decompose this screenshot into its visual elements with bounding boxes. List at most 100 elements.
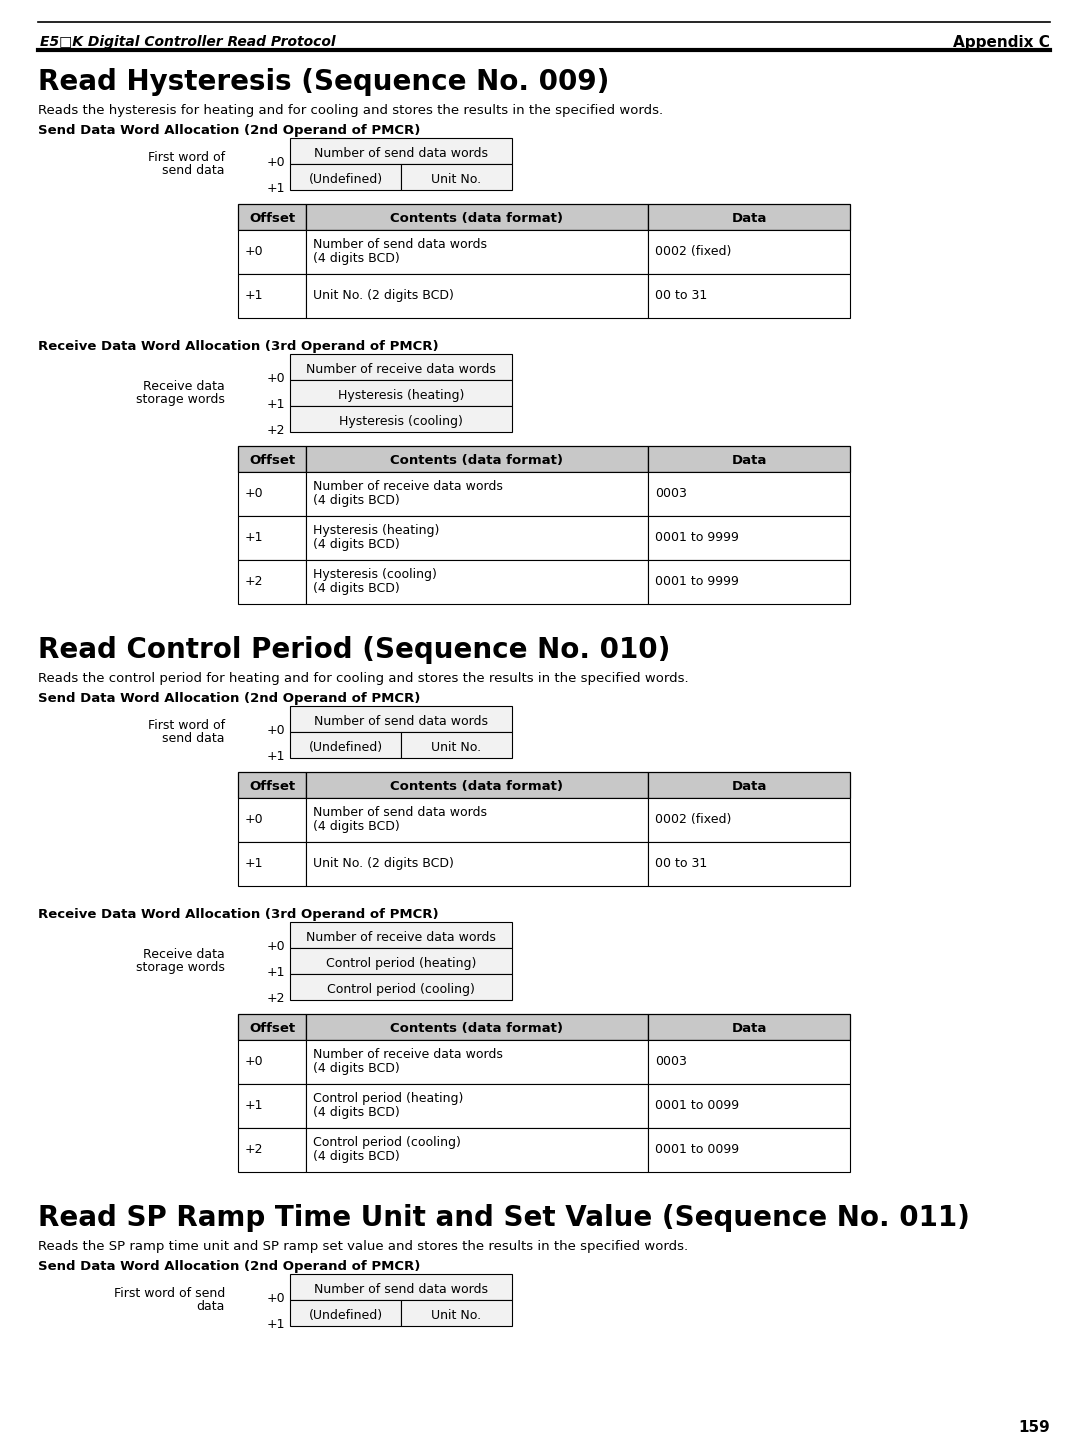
- Bar: [648, 274, 850, 319]
- Text: Number of send data words: Number of send data words: [314, 146, 488, 159]
- Bar: [401, 164, 512, 189]
- Bar: [306, 446, 648, 472]
- Bar: [238, 446, 306, 472]
- Text: +0: +0: [245, 245, 264, 258]
- Bar: [238, 1040, 306, 1083]
- Text: +1: +1: [267, 966, 285, 979]
- Text: 00 to 31: 00 to 31: [654, 288, 707, 301]
- Text: Offset: Offset: [248, 781, 295, 794]
- Bar: [238, 472, 306, 517]
- Bar: [306, 1040, 648, 1083]
- Text: Data: Data: [731, 453, 767, 466]
- Bar: [648, 1128, 850, 1172]
- Bar: [291, 406, 512, 432]
- Bar: [306, 798, 648, 842]
- Text: (4 digits BCD): (4 digits BCD): [313, 1106, 400, 1119]
- Bar: [238, 842, 306, 885]
- Text: Contents (data format): Contents (data format): [391, 781, 564, 794]
- Text: Control period (heating): Control period (heating): [313, 1092, 463, 1105]
- Text: +0: +0: [267, 1292, 285, 1304]
- Text: (4 digits BCD): (4 digits BCD): [313, 1062, 400, 1075]
- Text: Number of send data words: Number of send data words: [314, 1283, 488, 1296]
- Text: Send Data Word Allocation (2nd Operand of PMCR): Send Data Word Allocation (2nd Operand o…: [38, 692, 420, 705]
- Text: (4 digits BCD): (4 digits BCD): [313, 583, 400, 596]
- Bar: [648, 1083, 850, 1128]
- Bar: [291, 354, 512, 380]
- Text: 0001 to 9999: 0001 to 9999: [654, 575, 739, 588]
- Text: +2: +2: [267, 423, 285, 438]
- Text: +0: +0: [267, 372, 285, 385]
- Text: +1: +1: [245, 288, 264, 301]
- Text: Contents (data format): Contents (data format): [391, 212, 564, 225]
- Bar: [648, 204, 850, 230]
- Text: Receive Data Word Allocation (3rd Operand of PMCR): Receive Data Word Allocation (3rd Operan…: [38, 340, 438, 353]
- Bar: [306, 230, 648, 274]
- Text: Unit No. (2 digits BCD): Unit No. (2 digits BCD): [313, 857, 454, 870]
- Text: Number of receive data words: Number of receive data words: [306, 363, 496, 376]
- Text: Receive Data Word Allocation (3rd Operand of PMCR): Receive Data Word Allocation (3rd Operan…: [38, 908, 438, 921]
- Bar: [648, 517, 850, 560]
- Bar: [648, 798, 850, 842]
- Text: +0: +0: [267, 725, 285, 738]
- Text: Hysteresis (cooling): Hysteresis (cooling): [313, 568, 437, 581]
- Bar: [238, 274, 306, 319]
- Bar: [306, 1128, 648, 1172]
- Bar: [306, 560, 648, 604]
- Bar: [648, 230, 850, 274]
- Text: Number of send data words: Number of send data words: [313, 806, 487, 819]
- Bar: [306, 772, 648, 798]
- Text: Read Control Period (Sequence No. 010): Read Control Period (Sequence No. 010): [38, 636, 671, 664]
- Text: +1: +1: [245, 1099, 264, 1112]
- Text: 0002 (fixed): 0002 (fixed): [654, 245, 731, 258]
- Bar: [401, 732, 512, 758]
- Bar: [238, 1015, 306, 1040]
- Text: 159: 159: [1018, 1421, 1050, 1435]
- Bar: [306, 517, 648, 560]
- Bar: [291, 1300, 401, 1326]
- Text: +1: +1: [267, 182, 285, 195]
- Bar: [238, 230, 306, 274]
- Bar: [291, 949, 512, 974]
- Bar: [648, 560, 850, 604]
- Text: (Undefined): (Undefined): [309, 1309, 382, 1322]
- Text: Contents (data format): Contents (data format): [391, 453, 564, 466]
- Bar: [238, 798, 306, 842]
- Text: Send Data Word Allocation (2nd Operand of PMCR): Send Data Word Allocation (2nd Operand o…: [38, 123, 420, 136]
- Bar: [291, 380, 512, 406]
- Text: First word of send: First word of send: [113, 1287, 225, 1300]
- Text: Hysteresis (cooling): Hysteresis (cooling): [339, 415, 463, 428]
- Text: 0001 to 0099: 0001 to 0099: [654, 1099, 739, 1112]
- Text: +0: +0: [245, 814, 264, 827]
- Text: Control period (heating): Control period (heating): [326, 957, 476, 970]
- Text: Appendix C: Appendix C: [954, 34, 1050, 50]
- Text: Number of send data words: Number of send data words: [314, 715, 488, 728]
- Bar: [291, 923, 512, 949]
- Text: 0001 to 0099: 0001 to 0099: [654, 1144, 739, 1157]
- Text: Read SP Ramp Time Unit and Set Value (Sequence No. 011): Read SP Ramp Time Unit and Set Value (Se…: [38, 1204, 970, 1233]
- Bar: [306, 1083, 648, 1128]
- Bar: [238, 1083, 306, 1128]
- Text: Read Hysteresis (Sequence No. 009): Read Hysteresis (Sequence No. 009): [38, 67, 609, 96]
- Bar: [291, 706, 512, 732]
- Text: 0001 to 9999: 0001 to 9999: [654, 531, 739, 544]
- Text: +1: +1: [267, 397, 285, 410]
- Text: +0: +0: [245, 486, 264, 499]
- Text: Reads the control period for heating and for cooling and stores the results in t: Reads the control period for heating and…: [38, 672, 689, 684]
- Bar: [648, 842, 850, 885]
- Bar: [291, 732, 401, 758]
- Bar: [306, 204, 648, 230]
- Text: +2: +2: [245, 575, 264, 588]
- Text: Reads the SP ramp time unit and SP ramp set value and stores the results in the : Reads the SP ramp time unit and SP ramp …: [38, 1240, 688, 1253]
- Text: Unit No.: Unit No.: [431, 1309, 482, 1322]
- Bar: [306, 1015, 648, 1040]
- Text: Number of send data words: Number of send data words: [313, 238, 487, 251]
- Text: (4 digits BCD): (4 digits BCD): [313, 1149, 400, 1162]
- Text: 00 to 31: 00 to 31: [654, 857, 707, 870]
- Text: Receive data: Receive data: [144, 380, 225, 393]
- Text: +1: +1: [245, 857, 264, 870]
- Bar: [648, 1040, 850, 1083]
- Bar: [648, 772, 850, 798]
- Bar: [306, 472, 648, 517]
- Text: Unit No.: Unit No.: [431, 174, 482, 187]
- Text: (4 digits BCD): (4 digits BCD): [313, 538, 400, 551]
